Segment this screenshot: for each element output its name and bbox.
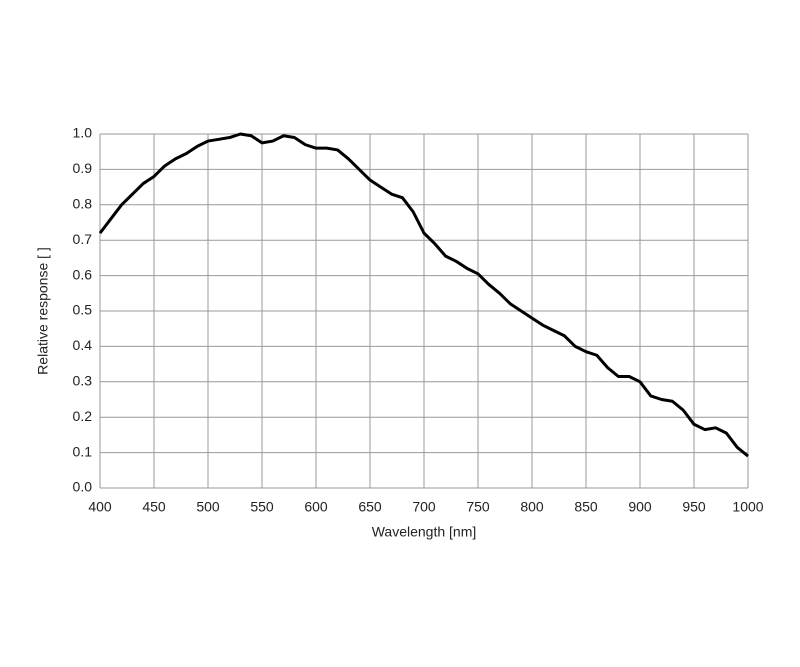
data-line (98, 132, 749, 458)
x-tick-label: 850 (574, 499, 598, 515)
x-tick-label: 650 (358, 499, 382, 515)
y-tick-label: 0.9 (73, 160, 93, 176)
y-tick-label: 0.5 (73, 302, 93, 318)
x-tick-label: 800 (520, 499, 544, 515)
x-tick-label: 550 (250, 499, 274, 515)
y-tick-label: 0.4 (73, 337, 93, 353)
x-axis-title: Wavelength [nm] (372, 524, 477, 540)
y-tick-label: 1.0 (73, 125, 93, 141)
y-tick-label: 0.8 (73, 196, 93, 212)
x-tick-label: 600 (304, 499, 328, 515)
x-tick-label: 900 (628, 499, 652, 515)
x-tick-label: 1000 (732, 499, 763, 515)
x-tick-label: 500 (196, 499, 220, 515)
y-tick-label: 0.6 (73, 266, 93, 282)
x-tick-label: 450 (142, 499, 166, 515)
x-tick-label: 400 (88, 499, 112, 515)
y-tick-label: 0.0 (73, 479, 93, 495)
y-tick-label: 0.7 (73, 231, 93, 247)
x-tick-label: 950 (682, 499, 706, 515)
y-tick-label: 0.1 (73, 443, 93, 459)
y-axis-title: Relative response [ ] (35, 247, 51, 375)
y-tick-label: 0.3 (73, 373, 93, 389)
x-tick-label: 700 (412, 499, 436, 515)
x-tick-label: 750 (466, 499, 490, 515)
y-tick-label: 0.2 (73, 408, 93, 424)
